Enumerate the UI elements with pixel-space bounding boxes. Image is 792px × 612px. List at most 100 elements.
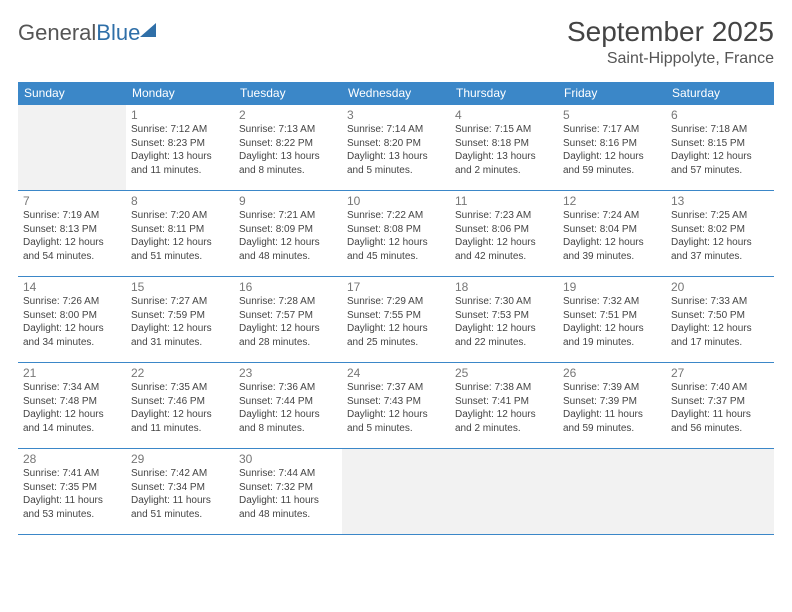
day-info: Sunrise: 7:29 AMSunset: 7:55 PMDaylight:… (347, 295, 445, 349)
day-number: 11 (455, 194, 553, 208)
day-number: 6 (671, 108, 769, 122)
calendar-row: 28Sunrise: 7:41 AMSunset: 7:35 PMDayligh… (18, 449, 774, 535)
calendar-cell: 14Sunrise: 7:26 AMSunset: 8:00 PMDayligh… (18, 277, 126, 363)
weekday-header: Saturday (666, 82, 774, 105)
day-number: 7 (23, 194, 121, 208)
day-number: 1 (131, 108, 229, 122)
weekday-row: SundayMondayTuesdayWednesdayThursdayFrid… (18, 82, 774, 105)
logo-text-gray: General (18, 20, 96, 45)
day-info: Sunrise: 7:38 AMSunset: 7:41 PMDaylight:… (455, 381, 553, 435)
day-info: Sunrise: 7:36 AMSunset: 7:44 PMDaylight:… (239, 381, 337, 435)
calendar-cell (450, 449, 558, 535)
day-info: Sunrise: 7:20 AMSunset: 8:11 PMDaylight:… (131, 209, 229, 263)
day-number: 19 (563, 280, 661, 294)
day-info: Sunrise: 7:30 AMSunset: 7:53 PMDaylight:… (455, 295, 553, 349)
day-info: Sunrise: 7:40 AMSunset: 7:37 PMDaylight:… (671, 381, 769, 435)
calendar-table: SundayMondayTuesdayWednesdayThursdayFrid… (18, 82, 774, 535)
calendar-cell: 3Sunrise: 7:14 AMSunset: 8:20 PMDaylight… (342, 105, 450, 191)
day-number: 3 (347, 108, 445, 122)
day-info: Sunrise: 7:18 AMSunset: 8:15 PMDaylight:… (671, 123, 769, 177)
day-info: Sunrise: 7:33 AMSunset: 7:50 PMDaylight:… (671, 295, 769, 349)
day-number: 15 (131, 280, 229, 294)
calendar-cell: 5Sunrise: 7:17 AMSunset: 8:16 PMDaylight… (558, 105, 666, 191)
day-info: Sunrise: 7:17 AMSunset: 8:16 PMDaylight:… (563, 123, 661, 177)
calendar-cell: 28Sunrise: 7:41 AMSunset: 7:35 PMDayligh… (18, 449, 126, 535)
day-info: Sunrise: 7:22 AMSunset: 8:08 PMDaylight:… (347, 209, 445, 263)
calendar-cell: 19Sunrise: 7:32 AMSunset: 7:51 PMDayligh… (558, 277, 666, 363)
calendar-cell: 22Sunrise: 7:35 AMSunset: 7:46 PMDayligh… (126, 363, 234, 449)
calendar-cell: 30Sunrise: 7:44 AMSunset: 7:32 PMDayligh… (234, 449, 342, 535)
calendar-cell (18, 105, 126, 191)
day-info: Sunrise: 7:24 AMSunset: 8:04 PMDaylight:… (563, 209, 661, 263)
logo-triangle-icon (140, 23, 156, 37)
calendar-cell: 15Sunrise: 7:27 AMSunset: 7:59 PMDayligh… (126, 277, 234, 363)
day-number: 20 (671, 280, 769, 294)
calendar-cell: 6Sunrise: 7:18 AMSunset: 8:15 PMDaylight… (666, 105, 774, 191)
day-info: Sunrise: 7:19 AMSunset: 8:13 PMDaylight:… (23, 209, 121, 263)
logo-text-blue: Blue (96, 20, 140, 45)
calendar-cell: 4Sunrise: 7:15 AMSunset: 8:18 PMDaylight… (450, 105, 558, 191)
location: Saint-Hippolyte, France (567, 50, 774, 68)
day-info: Sunrise: 7:23 AMSunset: 8:06 PMDaylight:… (455, 209, 553, 263)
day-number: 24 (347, 366, 445, 380)
weekday-header: Tuesday (234, 82, 342, 105)
calendar-cell: 17Sunrise: 7:29 AMSunset: 7:55 PMDayligh… (342, 277, 450, 363)
day-info: Sunrise: 7:21 AMSunset: 8:09 PMDaylight:… (239, 209, 337, 263)
day-number: 14 (23, 280, 121, 294)
day-number: 5 (563, 108, 661, 122)
day-info: Sunrise: 7:25 AMSunset: 8:02 PMDaylight:… (671, 209, 769, 263)
day-number: 21 (23, 366, 121, 380)
day-number: 18 (455, 280, 553, 294)
day-info: Sunrise: 7:42 AMSunset: 7:34 PMDaylight:… (131, 467, 229, 521)
calendar-cell: 23Sunrise: 7:36 AMSunset: 7:44 PMDayligh… (234, 363, 342, 449)
logo-text: GeneralBlue (18, 20, 140, 46)
day-number: 25 (455, 366, 553, 380)
page-title: September 2025 (567, 16, 774, 48)
weekday-header: Thursday (450, 82, 558, 105)
day-number: 13 (671, 194, 769, 208)
calendar-cell: 9Sunrise: 7:21 AMSunset: 8:09 PMDaylight… (234, 191, 342, 277)
day-number: 4 (455, 108, 553, 122)
day-info: Sunrise: 7:14 AMSunset: 8:20 PMDaylight:… (347, 123, 445, 177)
weekday-header: Sunday (18, 82, 126, 105)
calendar-cell: 16Sunrise: 7:28 AMSunset: 7:57 PMDayligh… (234, 277, 342, 363)
calendar-cell: 20Sunrise: 7:33 AMSunset: 7:50 PMDayligh… (666, 277, 774, 363)
day-info: Sunrise: 7:27 AMSunset: 7:59 PMDaylight:… (131, 295, 229, 349)
day-info: Sunrise: 7:15 AMSunset: 8:18 PMDaylight:… (455, 123, 553, 177)
day-info: Sunrise: 7:41 AMSunset: 7:35 PMDaylight:… (23, 467, 121, 521)
day-number: 8 (131, 194, 229, 208)
day-number: 26 (563, 366, 661, 380)
day-info: Sunrise: 7:32 AMSunset: 7:51 PMDaylight:… (563, 295, 661, 349)
day-number: 17 (347, 280, 445, 294)
calendar-cell: 21Sunrise: 7:34 AMSunset: 7:48 PMDayligh… (18, 363, 126, 449)
day-info: Sunrise: 7:34 AMSunset: 7:48 PMDaylight:… (23, 381, 121, 435)
calendar-cell: 29Sunrise: 7:42 AMSunset: 7:34 PMDayligh… (126, 449, 234, 535)
calendar-cell: 13Sunrise: 7:25 AMSunset: 8:02 PMDayligh… (666, 191, 774, 277)
calendar-row: 14Sunrise: 7:26 AMSunset: 8:00 PMDayligh… (18, 277, 774, 363)
calendar-cell: 11Sunrise: 7:23 AMSunset: 8:06 PMDayligh… (450, 191, 558, 277)
weekday-header: Friday (558, 82, 666, 105)
calendar-cell: 8Sunrise: 7:20 AMSunset: 8:11 PMDaylight… (126, 191, 234, 277)
day-info: Sunrise: 7:44 AMSunset: 7:32 PMDaylight:… (239, 467, 337, 521)
calendar-row: 7Sunrise: 7:19 AMSunset: 8:13 PMDaylight… (18, 191, 774, 277)
calendar-cell: 24Sunrise: 7:37 AMSunset: 7:43 PMDayligh… (342, 363, 450, 449)
day-number: 27 (671, 366, 769, 380)
logo: GeneralBlue (18, 16, 156, 46)
calendar-cell: 2Sunrise: 7:13 AMSunset: 8:22 PMDaylight… (234, 105, 342, 191)
calendar-cell: 27Sunrise: 7:40 AMSunset: 7:37 PMDayligh… (666, 363, 774, 449)
calendar-cell (342, 449, 450, 535)
day-info: Sunrise: 7:35 AMSunset: 7:46 PMDaylight:… (131, 381, 229, 435)
header: GeneralBlue September 2025 Saint-Hippoly… (18, 16, 774, 68)
day-number: 30 (239, 452, 337, 466)
day-number: 12 (563, 194, 661, 208)
calendar-cell (558, 449, 666, 535)
day-number: 23 (239, 366, 337, 380)
calendar-cell: 12Sunrise: 7:24 AMSunset: 8:04 PMDayligh… (558, 191, 666, 277)
weekday-header: Wednesday (342, 82, 450, 105)
day-number: 22 (131, 366, 229, 380)
day-info: Sunrise: 7:28 AMSunset: 7:57 PMDaylight:… (239, 295, 337, 349)
day-number: 2 (239, 108, 337, 122)
calendar-head: SundayMondayTuesdayWednesdayThursdayFrid… (18, 82, 774, 105)
day-number: 29 (131, 452, 229, 466)
title-block: September 2025 Saint-Hippolyte, France (567, 16, 774, 68)
